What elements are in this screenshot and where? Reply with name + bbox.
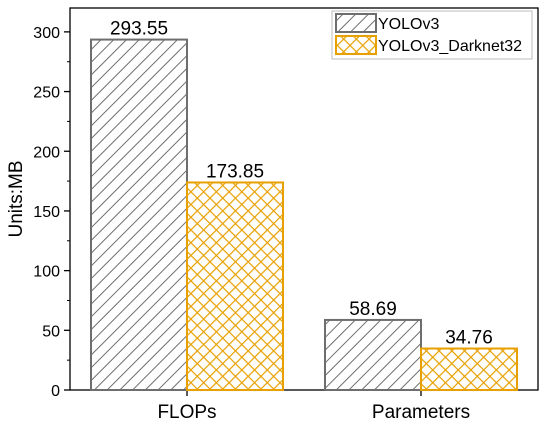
y-tick-label-1: 50 [42,323,60,340]
data-label-YOLOv3-Parameters: 58.69 [349,299,397,320]
y-axis-title: Units:MB [6,160,27,237]
bar-YOLOv3-FLOPs [90,38,188,392]
legend-label-1: YOLOv3_Darknet32 [378,38,522,55]
y-tick-label-5: 250 [33,85,60,102]
y-tick-label-6: 300 [33,25,60,42]
y-tick-label-0: 0 [51,383,60,400]
y-tick-label-4: 200 [33,144,60,161]
bar-YOLOv3_Darknet32-Parameters [420,347,518,391]
y-tick-label-3: 150 [33,204,60,221]
plot-frame [69,7,539,391]
legend-swatch-1 [335,35,377,55]
x-tick-label-1: Parameters [372,402,470,423]
legend-swatch-0 [335,13,377,33]
data-label-YOLOv3-FLOPs: 293.55 [110,19,168,40]
bar-YOLOv3_Darknet32-FLOPs [186,181,284,391]
data-label-YOLOv3_Darknet32-FLOPs: 173.85 [206,161,264,182]
bar-YOLOv3-Parameters [324,318,422,391]
data-label-YOLOv3_Darknet32-Parameters: 34.76 [445,328,493,349]
y-tick-label-2: 100 [33,264,60,281]
x-tick-label-0: FLOPs [157,402,216,423]
legend-label-0: YOLOv3 [378,16,439,33]
